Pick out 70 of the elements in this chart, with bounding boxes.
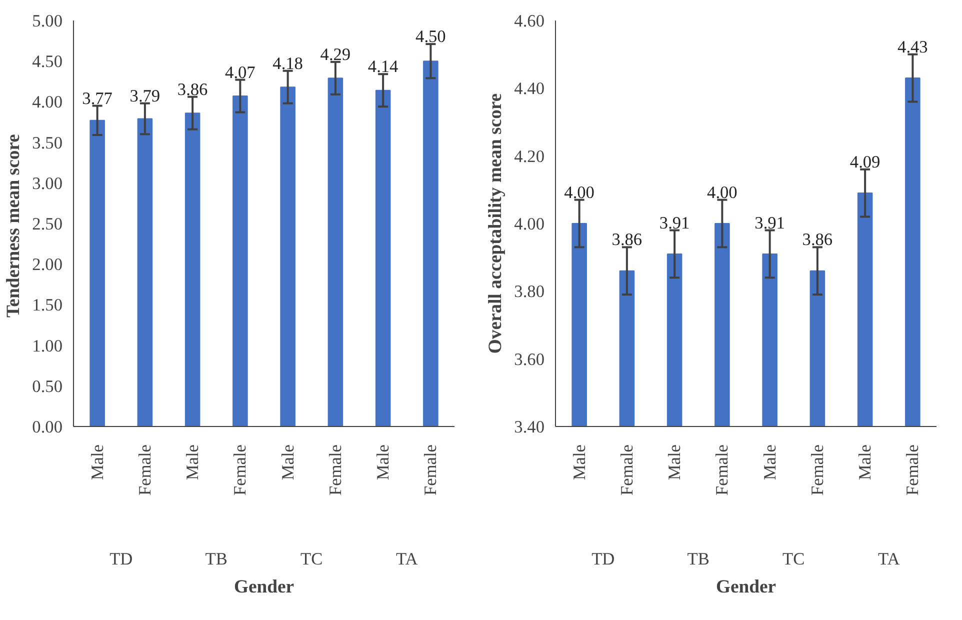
y-tick-label: 3.60 [514,350,545,369]
bar [90,120,105,426]
x-tick-label: Male [570,444,589,480]
data-label: 3.86 [612,230,642,250]
x-tick-label: Male [183,444,202,480]
x-tick-label: Male [856,444,875,480]
y-tick-label: 3.40 [514,418,545,436]
x-tick-label: Female [230,444,250,496]
bar [232,96,248,426]
text: TC [300,550,323,568]
text: TD [110,550,133,568]
x-tick-label: Female [808,444,827,496]
x-tick-label: Male [665,444,684,480]
y-tick-label: 2.00 [32,255,63,274]
y-tick-label: 4.60 [514,12,545,30]
x-tick-label: Female [135,444,154,496]
y-tick-label: 3.50 [32,133,63,152]
data-label: 3.86 [802,230,833,250]
data-label: 4.18 [272,54,303,73]
y-tick-label: 4.20 [514,146,545,166]
x-tick-label: Female [712,444,732,496]
y-tick-label: 4.00 [32,92,63,112]
x-tick-label: Male [374,444,393,480]
data-label: 3.91 [754,213,785,232]
y-tick-label: 4.50 [32,52,63,72]
bar [328,78,344,426]
bar [280,86,296,426]
data-label: 4.50 [416,27,446,46]
y-tick-label: 1.50 [32,296,63,315]
y-tick-label: 3.80 [514,282,545,302]
text: TA [878,550,900,568]
data-label: 4.00 [564,182,594,202]
y-tick-label: 0.00 [32,418,63,436]
y-tick-label: 3.00 [32,174,63,193]
data-label: 3.79 [130,86,160,106]
y-tick-label: 4.00 [514,214,545,234]
x-tick-label: Female [903,444,922,496]
text: TA [396,550,418,568]
x-tick-label: Female [421,444,440,496]
bar [137,118,153,426]
y-tick-label: 5.00 [32,12,63,30]
y-axis-title: Overall acceptability mean score [485,93,506,354]
text: TB [205,550,228,568]
data-label: 4.09 [850,152,880,172]
bar [184,112,200,426]
x-tick-label: Female [617,444,636,496]
data-label: 4.29 [320,44,351,64]
y-axis-title: Tenderness mean score [3,134,24,318]
bar [423,60,438,426]
data-label: 3.77 [82,88,113,108]
x-axis-title: Gender [716,576,776,598]
y-tick-label: 2.50 [32,214,63,234]
text: TD [592,550,615,568]
bar [375,90,391,426]
data-label: 4.00 [707,182,738,202]
y-tick-label: 4.40 [514,79,545,98]
y-tick-label: 1.00 [32,336,63,356]
x-tick-label: Male [88,444,107,480]
data-label: 4.14 [368,57,399,76]
x-axis-title: Gender [234,576,294,598]
text: TB [687,550,710,568]
x-tick-label: Male [278,444,298,480]
x-tick-label: Male [760,444,780,480]
data-label: 4.43 [898,37,928,56]
data-label: 3.91 [659,213,690,232]
text: TC [782,550,805,568]
data-label: 3.86 [177,80,208,99]
x-tick-label: Female [326,444,345,496]
data-label: 4.07 [225,62,256,82]
y-tick-label: 0.50 [32,376,63,396]
